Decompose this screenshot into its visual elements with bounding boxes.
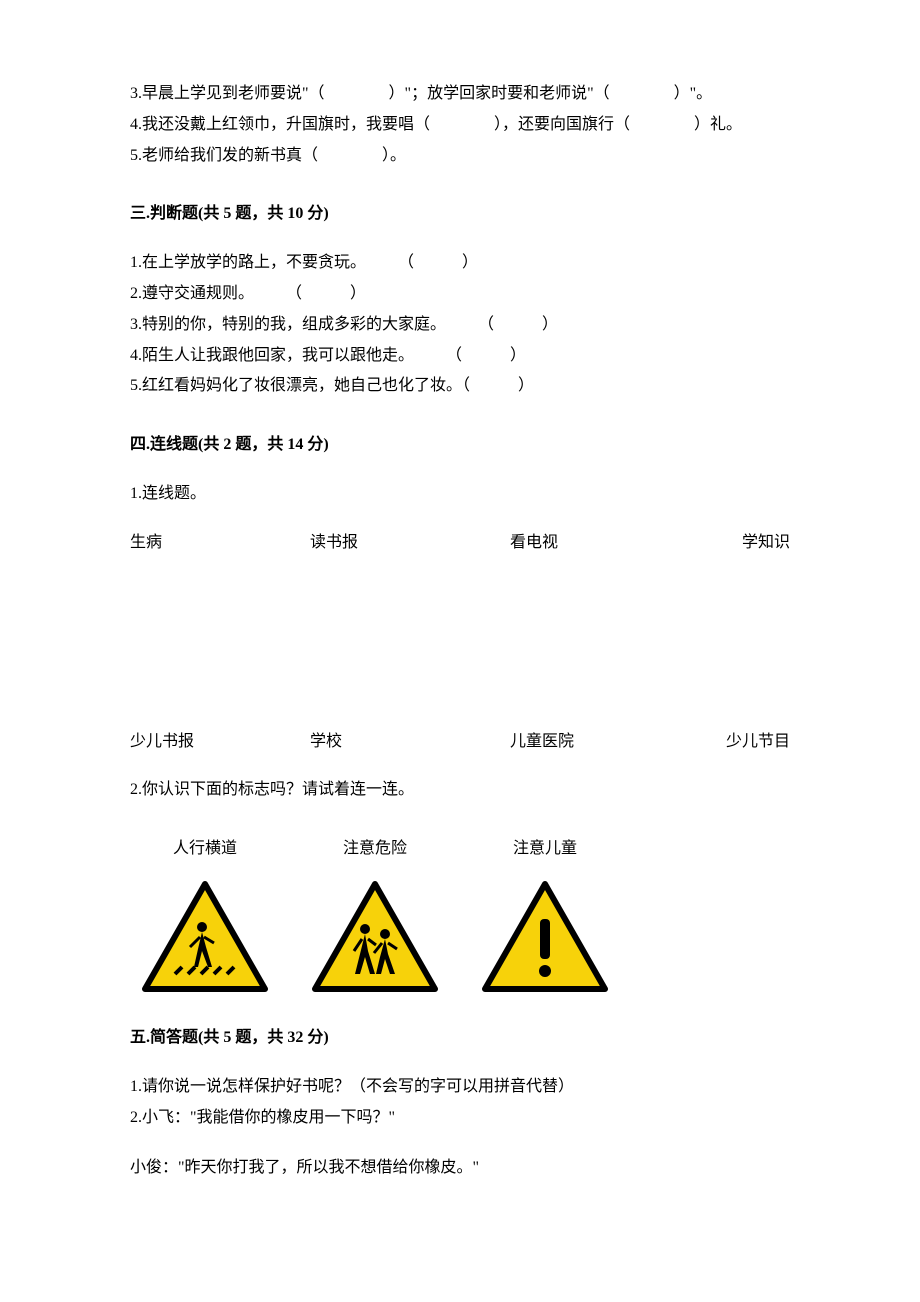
danger-icon	[480, 879, 610, 994]
children-icon	[310, 879, 440, 994]
matching-item-1-3: 看电视	[450, 529, 650, 558]
section3-header: 三.判断题(共 5 题，共 10 分)	[130, 200, 820, 229]
matching-item-2-4: 少儿节目	[650, 728, 790, 757]
signs-images-row	[130, 879, 820, 994]
matching-row-1: 生病 读书报 看电视 学知识	[130, 529, 820, 558]
matching-q1-prompt: 1.连线题。	[130, 480, 820, 509]
judge-q3: 3.特别的你，特别的我，组成多彩的大家庭。 （ ）	[130, 311, 820, 340]
short-answer-q2a: 2.小飞："我能借你的橡皮用一下吗？"	[130, 1104, 820, 1133]
matching-item-1-1: 生病	[130, 529, 270, 558]
judge-q1: 1.在上学放学的路上，不要贪玩。 （ ）	[130, 249, 820, 278]
section4-header: 四.连线题(共 2 题，共 14 分)	[130, 431, 820, 460]
pedestrian-crossing-icon	[140, 879, 270, 994]
fill-blank-q4: 4.我还没戴上红领巾，升国旗时，我要唱（ ），还要向国旗行（ ）礼。	[130, 111, 820, 140]
short-answer-q2b: 小俊："昨天你打我了，所以我不想借给你橡皮。"	[130, 1154, 820, 1183]
spacer	[130, 1134, 820, 1154]
signs-labels-row: 人行横道 注意危险 注意儿童	[130, 835, 820, 864]
sign-label-3: 注意儿童	[470, 835, 620, 864]
matching-item-1-4: 学知识	[650, 529, 790, 558]
sign-label-2: 注意危险	[300, 835, 450, 864]
matching-q2-prompt: 2.你认识下面的标志吗？请试着连一连。	[130, 776, 820, 805]
judge-q4: 4.陌生人让我跟他回家，我可以跟他走。 （ ）	[130, 342, 820, 371]
matching-item-2-1: 少儿书报	[130, 728, 270, 757]
matching-item-2-3: 儿童医院	[450, 728, 650, 757]
sign-label-1: 人行横道	[130, 835, 280, 864]
matching-gap	[130, 578, 820, 708]
matching-row-2: 少儿书报 学校 儿童医院 少儿节目	[130, 728, 820, 757]
fill-blank-q5: 5.老师给我们发的新书真（ ）。	[130, 142, 820, 171]
short-answer-q1: 1.请你说一说怎样保护好书呢？（不会写的字可以用拼音代替）	[130, 1073, 820, 1102]
sign-pedestrian-crossing	[130, 879, 280, 994]
matching-item-1-2: 读书报	[270, 529, 450, 558]
judge-q2: 2.遵守交通规则。 （ ）	[130, 280, 820, 309]
judge-q5: 5.红红看妈妈化了妆很漂亮，她自己也化了妆。（ ）	[130, 372, 820, 401]
section5-header: 五.简答题(共 5 题，共 32 分)	[130, 1024, 820, 1053]
sign-children	[300, 879, 450, 994]
matching-item-2-2: 学校	[270, 728, 450, 757]
sign-danger	[470, 879, 620, 994]
fill-blank-q3: 3.早晨上学见到老师要说"（ ）"；放学回家时要和老师说"（ ）"。	[130, 80, 820, 109]
